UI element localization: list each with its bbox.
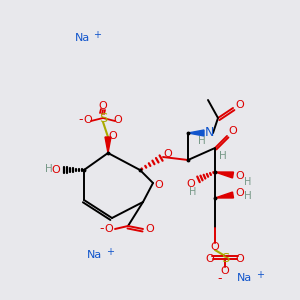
Text: O: O xyxy=(187,179,195,189)
Text: O: O xyxy=(236,100,244,110)
Text: O: O xyxy=(236,188,244,198)
Text: O: O xyxy=(146,224,154,234)
Text: O: O xyxy=(154,180,164,190)
Text: S: S xyxy=(221,253,229,266)
Text: O: O xyxy=(84,115,92,125)
Text: O: O xyxy=(206,254,214,264)
Text: O: O xyxy=(114,115,122,125)
Text: O: O xyxy=(52,165,60,175)
Polygon shape xyxy=(215,172,233,178)
Polygon shape xyxy=(188,130,204,136)
Text: +: + xyxy=(106,247,114,257)
Text: H: H xyxy=(198,136,206,146)
Text: S: S xyxy=(99,112,107,124)
Polygon shape xyxy=(105,137,111,153)
Text: H: H xyxy=(244,191,252,201)
Text: Na: Na xyxy=(237,273,253,283)
Polygon shape xyxy=(215,192,233,198)
Text: O: O xyxy=(236,254,244,264)
Text: H: H xyxy=(189,187,197,197)
Text: O: O xyxy=(229,126,237,136)
Text: O: O xyxy=(220,266,230,276)
Text: -: - xyxy=(218,272,222,286)
Text: O: O xyxy=(99,101,107,111)
Text: H: H xyxy=(45,164,53,174)
Text: -: - xyxy=(100,223,104,236)
Text: O: O xyxy=(109,131,117,141)
Text: +: + xyxy=(256,270,264,280)
Text: -: - xyxy=(79,113,83,127)
Text: O: O xyxy=(105,224,113,234)
Text: O: O xyxy=(236,171,244,181)
Text: O: O xyxy=(211,242,219,252)
Text: O: O xyxy=(164,149,172,159)
Text: N: N xyxy=(204,127,214,140)
Text: Na: Na xyxy=(87,250,103,260)
Text: H: H xyxy=(244,177,252,187)
Text: +: + xyxy=(93,30,101,40)
Text: H: H xyxy=(219,151,227,161)
Text: Na: Na xyxy=(74,33,90,43)
